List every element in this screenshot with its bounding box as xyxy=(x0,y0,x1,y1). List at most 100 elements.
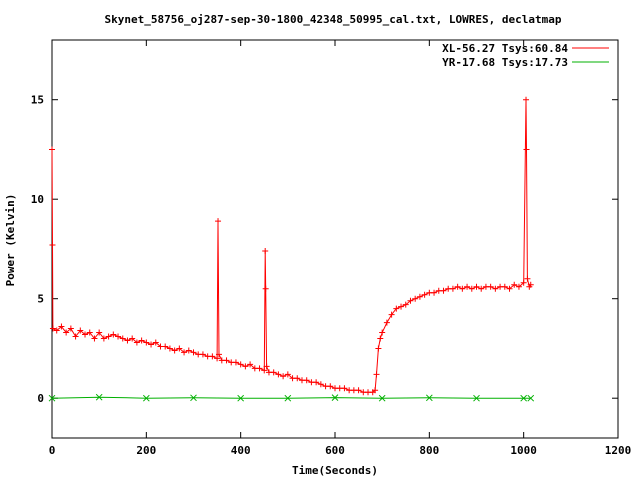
legend: XL-56.27 Tsys:60.84 YR-17.68 Tsys:17.73 xyxy=(442,42,609,69)
data-point xyxy=(317,381,324,388)
data-point xyxy=(215,218,222,225)
x-axis-label: Time(Seconds) xyxy=(292,464,378,477)
y-axis-ticks: 0 5 10 15 xyxy=(31,94,618,405)
data-point xyxy=(520,394,528,402)
data-point xyxy=(100,335,107,342)
data-point xyxy=(527,281,534,288)
data-point xyxy=(421,291,428,298)
x-tick-label: 600 xyxy=(325,444,345,457)
data-point xyxy=(115,333,122,340)
data-point xyxy=(110,331,117,338)
data-point xyxy=(431,289,438,296)
data-point xyxy=(96,329,103,336)
data-point xyxy=(270,369,277,376)
data-point xyxy=(412,295,419,302)
data-point xyxy=(133,339,140,346)
data-point xyxy=(473,394,480,402)
data-point xyxy=(142,394,150,402)
data-point xyxy=(407,297,414,304)
data-point xyxy=(261,367,268,374)
data-point xyxy=(53,327,60,334)
data-point xyxy=(379,329,386,336)
series-line xyxy=(51,396,531,399)
data-point xyxy=(520,279,527,286)
data-point xyxy=(49,241,56,248)
data-point xyxy=(185,347,192,354)
data-point xyxy=(313,379,320,386)
data-point xyxy=(478,285,485,292)
data-point xyxy=(190,394,197,402)
data-point xyxy=(373,371,380,378)
data-point xyxy=(524,275,531,282)
data-point xyxy=(378,394,386,402)
data-point xyxy=(63,329,70,336)
plot-area-frame xyxy=(51,39,619,439)
data-point xyxy=(190,349,197,356)
data-point xyxy=(506,285,513,292)
data-point xyxy=(72,333,79,340)
data-point xyxy=(501,283,508,290)
series-1 xyxy=(48,393,535,402)
chart-title: Skynet_58756_oj287-sep-30-1800_42348_509… xyxy=(105,13,562,26)
data-point xyxy=(105,333,112,340)
data-point xyxy=(263,363,270,370)
data-point xyxy=(425,394,433,402)
data-point xyxy=(162,343,169,350)
data-point xyxy=(223,357,230,364)
data-point xyxy=(181,349,188,356)
data-point xyxy=(402,301,409,308)
data-point xyxy=(294,375,301,382)
data-point xyxy=(454,283,461,290)
data-point xyxy=(143,339,150,346)
x-tick-label: 0 xyxy=(49,444,56,457)
data-point xyxy=(237,394,245,402)
data-point xyxy=(511,281,518,288)
data-point xyxy=(152,339,159,346)
data-point xyxy=(275,371,282,378)
data-point xyxy=(440,287,447,294)
data-point xyxy=(58,323,65,330)
data-point xyxy=(468,285,475,292)
data-point xyxy=(416,293,423,300)
y-tick-label: 10 xyxy=(31,193,44,206)
data-point xyxy=(215,351,222,358)
data-point xyxy=(393,305,400,312)
data-point xyxy=(82,331,89,338)
data-point xyxy=(487,283,494,290)
data-point xyxy=(341,385,348,392)
data-point xyxy=(388,311,395,318)
data-point xyxy=(459,285,466,292)
data-point xyxy=(91,335,98,342)
series-line xyxy=(51,99,532,393)
data-point xyxy=(449,285,456,292)
data-point xyxy=(262,247,269,254)
legend-label-yr: YR-17.68 Tsys:17.73 xyxy=(442,56,568,69)
y-axis-label: Power (Kelvin) xyxy=(4,194,17,287)
data-point xyxy=(166,345,173,352)
data-point xyxy=(375,345,382,352)
x-tick-label: 1200 xyxy=(605,444,632,457)
data-point xyxy=(284,371,291,378)
data-point xyxy=(176,345,183,352)
x-tick-label: 200 xyxy=(136,444,156,457)
data-point xyxy=(148,341,155,348)
data-point xyxy=(48,394,56,402)
data-point xyxy=(49,325,56,332)
x-axis-ticks: 0 200 400 600 800 1000 1200 xyxy=(49,40,632,457)
data-point xyxy=(464,283,471,290)
data-point xyxy=(262,285,269,292)
data-point xyxy=(119,335,126,342)
data-point xyxy=(67,325,74,332)
data-point xyxy=(232,359,239,366)
data-point xyxy=(527,394,535,402)
data-point xyxy=(242,363,249,370)
data-point xyxy=(372,387,379,394)
data-point xyxy=(86,329,93,336)
data-point xyxy=(256,365,263,372)
data-point xyxy=(523,146,530,153)
data-point xyxy=(77,327,84,334)
data-point xyxy=(377,335,384,342)
data-point xyxy=(129,335,136,342)
data-point xyxy=(199,351,206,358)
